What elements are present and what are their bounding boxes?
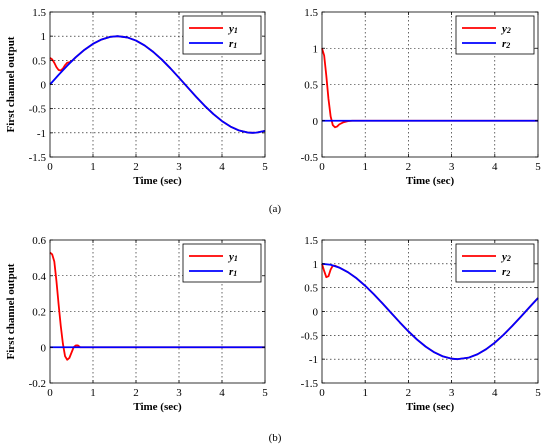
y-tick-label: -1 xyxy=(37,128,46,140)
x-axis-label: Time (sec) xyxy=(133,401,182,413)
y-tick-label: -1 xyxy=(309,354,318,366)
y-tick-label: 0 xyxy=(41,342,47,354)
y-tick-label: 1 xyxy=(313,259,319,271)
x-axis-label: Time (sec) xyxy=(406,401,455,413)
y-tick-label: -0.5 xyxy=(301,330,319,342)
caption-b: (b) xyxy=(269,432,282,444)
series-line-y2 xyxy=(321,47,538,129)
y-tick-label: 1 xyxy=(41,31,47,43)
y-tick-label: -0.5 xyxy=(301,152,319,164)
legend-label-y1: y1 xyxy=(227,23,238,35)
x-tick-label: 5 xyxy=(262,161,268,173)
x-tick-label: 3 xyxy=(449,161,455,173)
y-tick-label: 0.5 xyxy=(32,55,46,67)
legend-box xyxy=(455,15,535,55)
legend-box xyxy=(455,243,535,283)
legend-box xyxy=(182,15,262,55)
legend-label-y2: y2 xyxy=(500,251,511,263)
caption-a: (a) xyxy=(269,203,282,215)
x-tick-label: 0 xyxy=(47,387,53,399)
y-tick-label: -0.5 xyxy=(29,104,47,116)
legend-label-r2: r2 xyxy=(502,38,510,50)
y-tick-label: 0 xyxy=(41,80,47,92)
legend-label-r2: r2 xyxy=(502,266,510,278)
x-tick-label: 5 xyxy=(535,387,541,399)
y-tick-label: 0.5 xyxy=(304,283,318,295)
x-tick-label: 1 xyxy=(362,161,368,173)
y-tick-label: -1.5 xyxy=(29,152,47,164)
series-line-r2 xyxy=(321,262,539,361)
y-tick-label: -0.2 xyxy=(29,378,46,390)
legend-label-r1: r1 xyxy=(229,38,237,50)
y-tick-label: 0.4 xyxy=(32,271,46,283)
y-tick-label: 1.5 xyxy=(32,7,46,19)
x-tick-label: 2 xyxy=(406,387,412,399)
y-tick-label: 0 xyxy=(313,307,319,319)
x-tick-label: 3 xyxy=(449,387,455,399)
x-tick-label: 4 xyxy=(219,161,225,173)
x-tick-label: 4 xyxy=(492,387,498,399)
x-tick-label: 3 xyxy=(176,387,182,399)
y-tick-label: 0.2 xyxy=(32,307,46,319)
chart-1: 0 1 2 3 4 5 -1.5 -1 -0.5 0 0.5 1 1.5 Time (sec) First … xyxy=(5,7,268,187)
x-tick-label: 5 xyxy=(262,387,268,399)
x-tick-label: 2 xyxy=(133,387,139,399)
y-tick-label: 0.6 xyxy=(32,235,46,247)
x-tick-label: 0 xyxy=(47,161,53,173)
y-tick-label: 0 xyxy=(313,116,319,128)
x-tick-label: 4 xyxy=(219,387,225,399)
y-tick-label: 1.5 xyxy=(304,235,318,247)
legend-label-r1: r1 xyxy=(229,266,237,278)
x-tick-label: 1 xyxy=(90,387,96,399)
y-tick-label: 1.5 xyxy=(304,7,318,19)
y-tick-label: 0.5 xyxy=(304,80,318,92)
y-tick-label: -1.5 xyxy=(301,378,319,390)
chart-4: 0 1 2 3 4 5 -1.5 -1 -0.5 0 0.5 1 1.5 Time (sec) y2 r2 xyxy=(301,235,542,413)
x-tick-label: 2 xyxy=(133,161,139,173)
y-axis-label: First channel output xyxy=(5,36,17,132)
x-axis-label: Time (sec) xyxy=(406,175,455,187)
x-tick-label: 0 xyxy=(319,161,325,173)
y-axis-label: First channel output xyxy=(5,263,17,359)
x-tick-label: 1 xyxy=(90,161,96,173)
y-tick-label: 1 xyxy=(313,43,319,55)
x-tick-label: 1 xyxy=(362,387,368,399)
legend-label-y2: y2 xyxy=(500,23,511,35)
x-tick-label: 5 xyxy=(535,161,541,173)
x-tick-label: 0 xyxy=(319,387,325,399)
series-line-r1 xyxy=(49,35,266,134)
legend-box xyxy=(182,243,262,283)
x-tick-label: 2 xyxy=(406,161,412,173)
x-tick-label: 3 xyxy=(176,161,182,173)
x-axis-label: Time (sec) xyxy=(133,175,182,187)
x-tick-label: 4 xyxy=(492,161,498,173)
legend-label-y1: y1 xyxy=(227,251,238,263)
series-line-y1 xyxy=(49,251,265,361)
